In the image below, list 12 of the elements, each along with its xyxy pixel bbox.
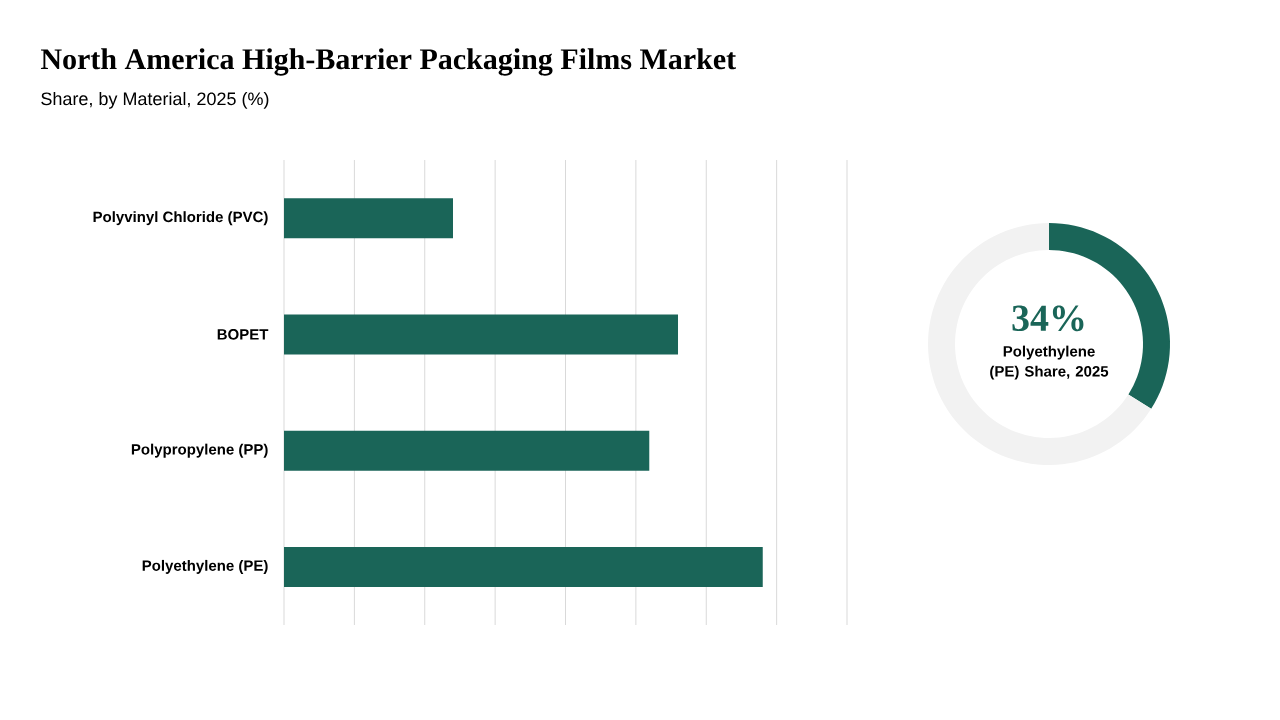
bar [284,546,763,587]
y-tick-label: Polypropylene (PP) [131,443,268,458]
y-tick-label: BOPET [217,329,269,340]
bar [284,430,650,471]
text: Polyethylene (PE) Share, 2025 [990,345,1109,380]
bar [284,314,679,355]
y-tick-label: Polyvinyl Chloride (PVC) [93,211,268,226]
data-label: 34% [1012,305,1084,332]
chart-title: North America High-Barrier Packaging Films Market [40,48,736,76]
y-tick-label: Polyethylene (PE) [142,559,268,574]
chart-subtitle: Share, by Material, 2025 (%) [41,91,269,109]
bar [284,198,453,239]
